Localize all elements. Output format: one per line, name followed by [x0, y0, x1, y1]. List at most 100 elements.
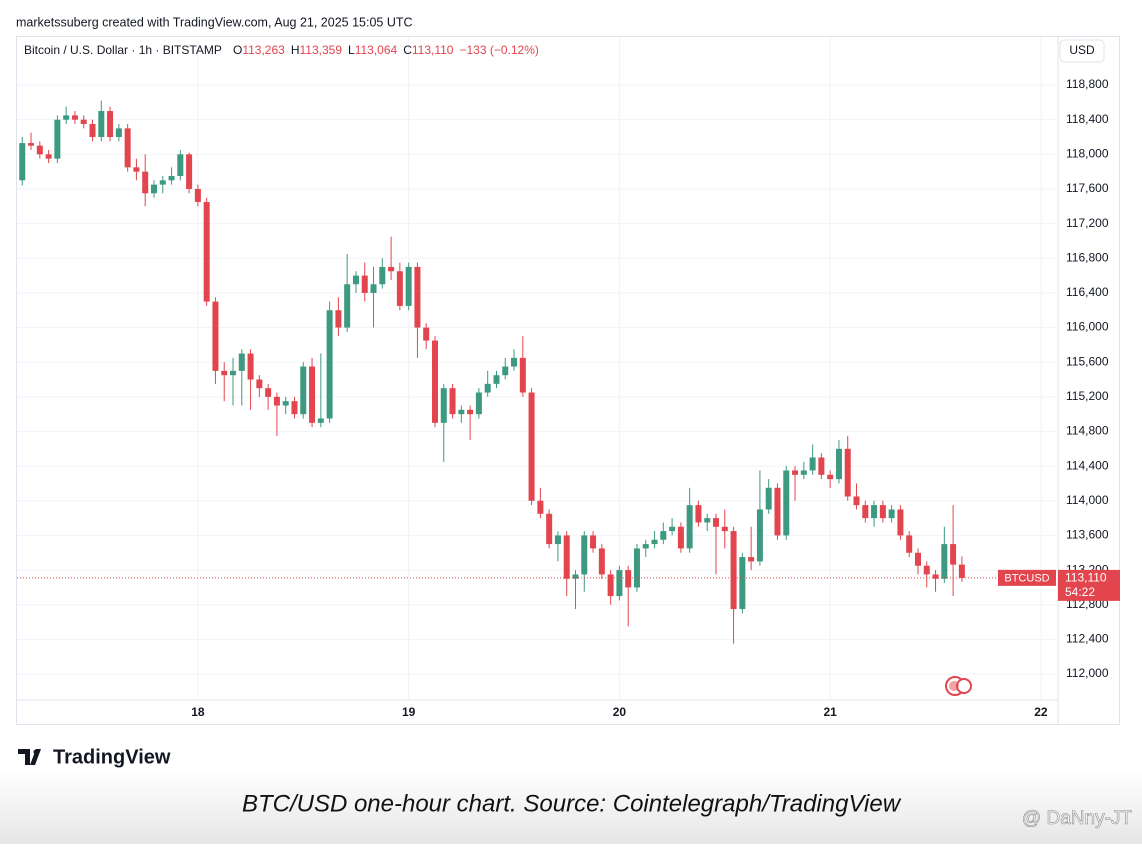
candle-body	[712, 518, 719, 527]
x-tick-label: 20	[613, 705, 627, 719]
candle-body	[431, 340, 438, 423]
candle-body	[159, 180, 166, 185]
candle-body	[300, 366, 307, 415]
candle-body	[739, 557, 746, 610]
y-tick-label: 114,400	[1066, 458, 1109, 472]
y-tick-label: 118,800	[1066, 77, 1109, 91]
countdown: 54:22	[1065, 585, 1095, 599]
candle-body	[511, 357, 518, 367]
candle-body	[774, 487, 781, 536]
candle-body	[879, 505, 886, 519]
y-tick-label: 114,800	[1066, 424, 1109, 438]
candle-body	[63, 115, 70, 120]
events-icon	[945, 676, 972, 696]
y-tick-label: 118,400	[1066, 112, 1109, 126]
candle-body	[221, 370, 228, 376]
candle-body	[633, 548, 640, 588]
candle-body	[80, 119, 87, 125]
y-tick-label: 115,600	[1066, 354, 1109, 368]
caption-band	[0, 770, 1142, 844]
candle-body	[923, 565, 930, 575]
currency-button[interactable]	[1059, 39, 1105, 63]
change: −133 (−0.12%)	[459, 43, 538, 57]
candle-body	[168, 175, 175, 181]
y-tick-label: 118,000	[1066, 147, 1109, 161]
candle-body	[572, 574, 579, 579]
ohlc-value: 113,359	[300, 43, 343, 57]
candle-body	[71, 115, 78, 120]
candle-body	[423, 327, 430, 341]
candle-body	[36, 145, 43, 155]
candle-body	[396, 271, 403, 306]
candle-body	[765, 487, 772, 510]
candle-body	[458, 409, 465, 415]
candle-body	[800, 470, 807, 475]
candle-body	[660, 531, 667, 540]
ohlc-key: L	[348, 43, 355, 57]
ohlc: O113,263 H113,359 L113,064 C113,110 −133 (−0…	[233, 43, 539, 57]
candle-body	[309, 366, 316, 423]
candle-body	[871, 505, 878, 519]
candle-body	[625, 570, 632, 588]
logo: TradingView	[18, 746, 171, 768]
candle-body	[317, 418, 324, 423]
y-tick-label: 114,000	[1066, 493, 1109, 507]
candle-body	[405, 266, 412, 306]
candle-body	[809, 457, 816, 471]
candle-body	[704, 518, 711, 523]
y-tick-label: 115,200	[1066, 389, 1109, 403]
candle-body	[256, 379, 263, 389]
candle-body	[827, 474, 834, 480]
candle-body	[282, 401, 289, 406]
candle-body	[265, 388, 272, 397]
candle-body	[28, 143, 35, 146]
candle-body	[677, 526, 684, 549]
ohlc-key: C	[403, 43, 412, 57]
x-tick-label: 19	[402, 705, 416, 719]
caption: BTC/USD one-hour chart. Source: Cointele…	[242, 790, 902, 817]
labels: 112,000112,400112,800113,200113,600114,0…	[191, 77, 1120, 719]
candle-body	[493, 375, 500, 384]
candle-body	[783, 470, 790, 536]
candle-body	[563, 535, 570, 579]
candle-body	[194, 188, 201, 202]
y-tick-label: 116,800	[1066, 250, 1109, 264]
price-label: 113,110	[1065, 571, 1107, 585]
x-tick-label: 18	[191, 705, 205, 719]
candle-body	[941, 544, 948, 579]
candle-body	[581, 535, 588, 575]
candle-body	[247, 353, 254, 380]
logo-text: TradingView	[53, 746, 171, 768]
candle-body	[519, 357, 526, 393]
ohlc-value: 113,110	[412, 43, 454, 57]
candle-body	[89, 124, 96, 138]
candle-body	[598, 548, 605, 575]
candle-body	[449, 388, 456, 415]
last-label: BTCUSD	[1004, 572, 1049, 584]
y-tick-label: 112,000	[1066, 666, 1109, 680]
candle-body	[335, 310, 342, 328]
candle-body	[107, 111, 114, 138]
candle-body	[54, 119, 61, 159]
candle-body	[537, 500, 544, 514]
y-tick-label: 117,600	[1066, 181, 1109, 195]
price-box	[1058, 569, 1120, 601]
candle-body	[607, 574, 614, 597]
candle-body	[818, 457, 825, 475]
candle-body	[932, 574, 939, 579]
candle-body	[150, 184, 157, 194]
candle-body	[853, 496, 860, 506]
ohlc-value: 113,064	[355, 43, 398, 57]
candle-body	[686, 505, 693, 549]
attribution: marketssuberg created with TradingView.c…	[16, 15, 413, 29]
candle-body	[361, 275, 368, 293]
candle-body	[721, 526, 728, 532]
candle-body	[177, 154, 184, 176]
candle-body	[98, 111, 105, 138]
x-tick-label: 21	[823, 705, 837, 719]
currency[interactable]: USD	[1069, 43, 1095, 57]
candle-body	[950, 544, 957, 565]
candle-body	[440, 388, 447, 423]
